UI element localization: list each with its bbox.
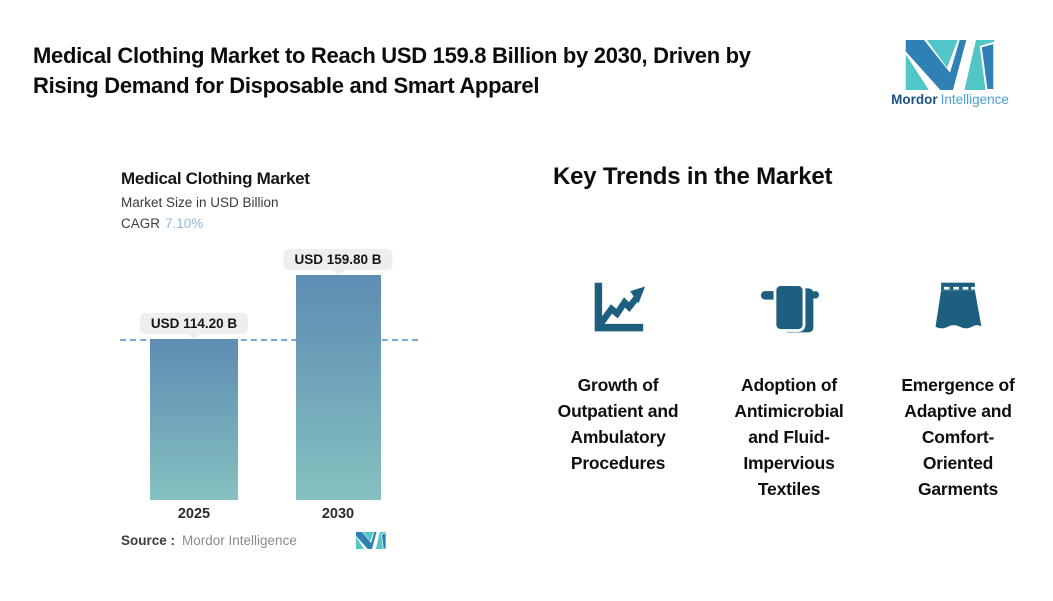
trend-item-textiles: Adoption of Antimicrobial and Fluid- Imp… [705,277,873,502]
chart-subtitle: Market Size in USD Billion [121,195,279,210]
line-chart-growth-icon [534,277,702,339]
trend-label: Emergence of Adaptive and Comfort- Orien… [901,375,1015,499]
trends-heading: Key Trends in the Market [553,163,833,190]
chart-title: Medical Clothing Market [121,169,310,188]
brand-wordmark: Mordor Intelligence [886,92,1014,107]
value-label-2025: USD 114.20 B [139,313,249,334]
reference-dashed-line [120,339,418,341]
source-row: Source : Mordor Intelligence [121,532,386,549]
chart-header: Medical Clothing Market Market Size in U… [121,169,310,231]
bar-2030 [296,275,381,500]
mordor-mini-logo-icon [356,532,386,549]
trend-label: Adoption of Antimicrobial and Fluid- Imp… [734,375,844,499]
source-value: Mordor Intelligence [182,533,297,548]
trend-item-outpatient: Growth of Outpatient and Ambulatory Proc… [534,277,702,476]
bar-2025 [150,339,238,500]
page-title: Medical Clothing Market to Reach USD 159… [33,43,751,98]
brand-word-primary: Mordor [891,92,938,107]
garment-skirt-icon [874,277,1042,339]
x-axis-label-2025: 2025 [177,506,211,522]
mordor-intelligence-logo-icon [905,40,995,90]
brand-logo: Mordor Intelligence [891,40,1009,107]
bar-chart: USD 114.20 B USD 159.80 B 2025 2030 [120,240,420,522]
value-label-2030: USD 159.80 B [283,249,393,270]
x-axis-label-2030: 2030 [321,506,355,522]
chart-cagr: CAGR 7.10% [121,216,310,231]
cagr-label: CAGR [121,216,161,231]
brand-word-secondary: Intelligence [940,92,1009,107]
source-label: Source : [121,533,176,548]
cagr-value: 7.10% [165,216,204,231]
trend-item-garments: Emergence of Adaptive and Comfort- Orien… [874,277,1042,502]
towel-textile-icon [705,277,873,339]
trend-label: Growth of Outpatient and Ambulatory Proc… [557,375,679,473]
